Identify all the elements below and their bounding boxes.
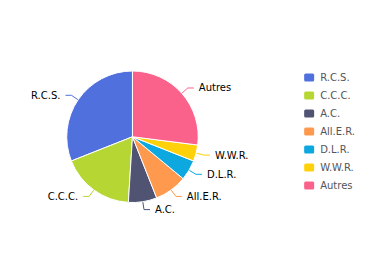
svg-text:All.E.R.: All.E.R. bbox=[187, 191, 222, 202]
svg-text:Autres: Autres bbox=[199, 82, 231, 93]
svg-text:Autres: Autres bbox=[320, 180, 352, 191]
svg-text:All.E.R.: All.E.R. bbox=[320, 126, 355, 137]
svg-text:C.C.C.: C.C.C. bbox=[320, 90, 350, 101]
svg-text:D.L.R.: D.L.R. bbox=[320, 144, 349, 155]
svg-text:R.C.S.: R.C.S. bbox=[31, 90, 60, 101]
svg-text:W.W.R.: W.W.R. bbox=[320, 162, 354, 173]
svg-text:A.C.: A.C. bbox=[320, 108, 340, 119]
svg-text:D.L.R.: D.L.R. bbox=[207, 169, 236, 180]
svg-text:R.C.S.: R.C.S. bbox=[320, 72, 349, 83]
svg-text:C.C.C.: C.C.C. bbox=[48, 191, 78, 202]
svg-text:W.W.R.: W.W.R. bbox=[215, 150, 249, 161]
svg-text:A.C.: A.C. bbox=[155, 204, 175, 215]
